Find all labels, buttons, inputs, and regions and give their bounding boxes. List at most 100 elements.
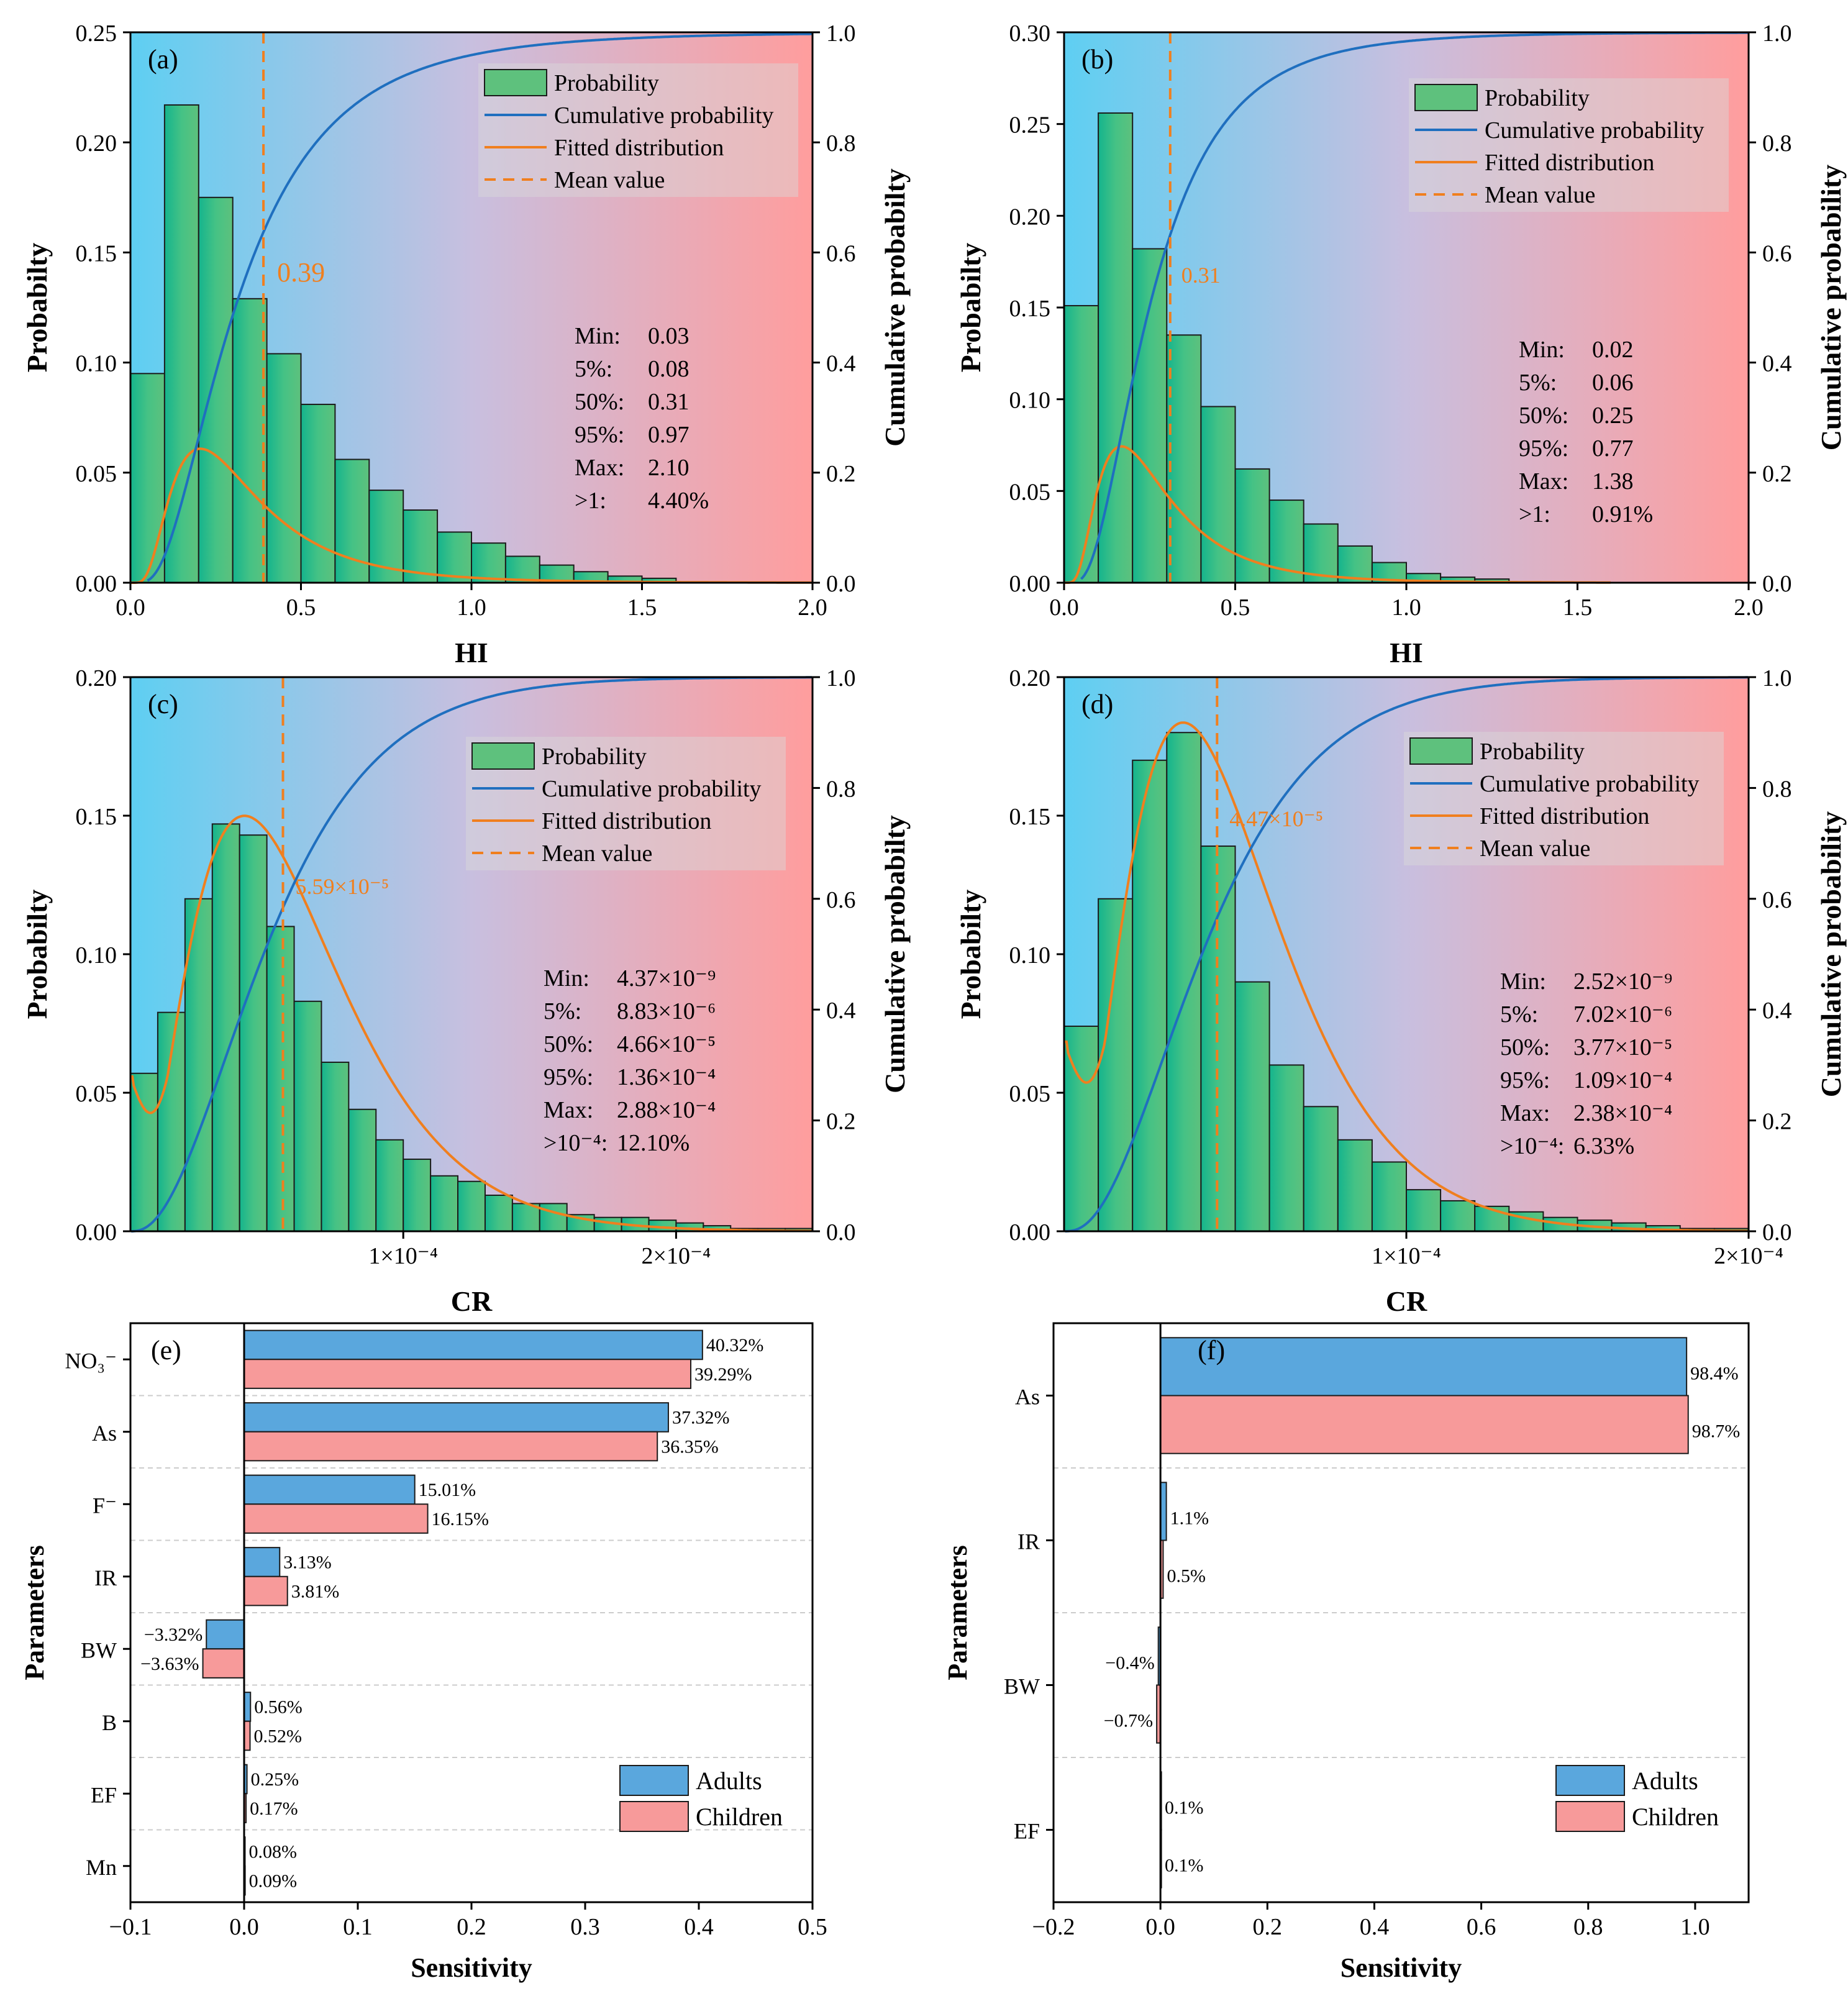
legend-label-mean: Mean value — [1480, 836, 1590, 862]
stat-value: 1.09×10⁻⁴ — [1573, 1067, 1672, 1093]
x-tick-label: 0.8 — [1573, 1914, 1603, 1940]
hist-panel-1: 0.39 0.00 0.05 0.10 0.15 0.20 0.25 0.0 0.2 0.4 0.6… — [21, 21, 911, 668]
legend-swatch-probability — [1414, 84, 1478, 111]
histogram-bar — [539, 1203, 568, 1233]
category-label: IR — [94, 1565, 117, 1590]
y-tick-label: 0.00 — [76, 1219, 117, 1246]
legend-label-mean: Mean value — [1485, 182, 1595, 208]
histogram-bar — [1337, 1139, 1373, 1232]
y2-tick-label: 1.0 — [826, 21, 856, 47]
y-tick-label: 0.00 — [76, 571, 117, 597]
legend: Probability Cumulative probability Fitted … — [466, 737, 786, 870]
children-bar — [1160, 1395, 1689, 1454]
histogram-bar — [1234, 981, 1270, 1232]
category-label: IR — [1017, 1529, 1040, 1554]
children-bar — [244, 1431, 658, 1462]
y-tick-label: 0.20 — [76, 130, 117, 157]
statistics-block: Min: 0.03 5%: 0.08 50%: 0.31 95%: 0.97 Max: 2.10 >… — [575, 323, 709, 514]
legend-label-children: Children — [1632, 1803, 1719, 1831]
y2-tick-label: 1.0 — [1762, 665, 1792, 691]
bar-value-label: 0.1% — [1165, 1856, 1204, 1876]
histogram-bar — [1063, 305, 1099, 583]
stat-value: 0.25 — [1592, 403, 1634, 429]
stat-name: Max: — [1519, 468, 1568, 494]
legend-label-fitted: Fitted distribution — [542, 808, 711, 834]
y-tick-label: 0.05 — [76, 461, 117, 487]
x-tick-label: 2.0 — [798, 595, 827, 621]
legend-label-adults: Adults — [696, 1767, 762, 1795]
legend: Probability Cumulative probability Fitted … — [1409, 78, 1729, 212]
plot-frame — [1052, 1322, 1750, 1903]
legend-swatch-adults — [1555, 1765, 1625, 1796]
bar-value-label: 98.4% — [1690, 1363, 1739, 1383]
stat-value: 0.91% — [1592, 501, 1653, 527]
y2-tick-label: 0.8 — [1762, 130, 1792, 157]
legend-swatch-adults — [619, 1765, 689, 1796]
bar-value-label: 0.25% — [251, 1769, 299, 1790]
x-tick-label: 0.0 — [1145, 1914, 1175, 1940]
adults-bar — [1160, 1337, 1688, 1397]
stat-value: 6.33% — [1573, 1133, 1634, 1159]
histogram-bar — [300, 403, 336, 583]
adults-bar — [206, 1619, 245, 1650]
histogram-bar — [1200, 406, 1236, 583]
stat-name: 5%: — [1519, 370, 1557, 396]
legend: Adults Children — [619, 1765, 783, 1832]
statistics-block: Min: 2.52×10⁻⁹ 5%: 7.02×10⁻⁶ 50%: 3.77×10⁻⁵ 95… — [1500, 968, 1672, 1159]
histogram-bar — [403, 1159, 432, 1233]
mean-value-label: 0.39 — [277, 257, 325, 288]
stat-name: Max: — [1500, 1100, 1550, 1126]
x-axis-title: Sensitivity — [1340, 1953, 1462, 1983]
statistics-block: Min: 4.37×10⁻⁹ 5%: 8.83×10⁻⁶ 50%: 4.66×10⁻⁵ 95… — [544, 965, 716, 1156]
y2-axis-title: Cumulative probability — [1815, 165, 1847, 451]
histogram-bar — [457, 1180, 486, 1232]
x-tick-label: 1.0 — [1391, 595, 1421, 621]
stat-value: 0.77 — [1592, 435, 1634, 462]
stat-name: 5%: — [544, 998, 581, 1024]
legend-label-probability: Probability — [1480, 739, 1585, 765]
children-bar — [202, 1648, 245, 1679]
stat-value: 2.88×10⁻⁴ — [617, 1097, 716, 1123]
y2-tick-label: 0.4 — [1762, 998, 1792, 1024]
y-tick-label: 0.15 — [1009, 296, 1051, 322]
histogram-bar — [484, 1195, 513, 1233]
x-tick-label: 0.0 — [1049, 595, 1079, 621]
y-tick-label: 0.00 — [1009, 571, 1051, 597]
stat-value: 4.37×10⁻⁹ — [617, 965, 716, 991]
histogram-bar — [1268, 1064, 1304, 1233]
bar-value-label: 0.1% — [1165, 1797, 1204, 1818]
fitted-distribution-curve — [1065, 721, 1748, 1233]
stat-value: 0.31 — [648, 389, 690, 415]
mean-value-label: 4.47×10⁻⁵ — [1229, 806, 1323, 831]
stat-value: 1.38 — [1592, 468, 1634, 494]
legend-label-probability: Probability — [1485, 85, 1590, 111]
category-label: Mn — [86, 1855, 117, 1880]
y2-tick-label: 0.4 — [826, 998, 856, 1024]
sensitivity-panel-1: 40.32% 39.29% NO₃⁻ 37.32% 36.35% As 15.01% 16.1… — [19, 1322, 827, 1983]
mean-value-label: 5.59×10⁻⁵ — [296, 874, 389, 899]
y2-tick-label: 0.4 — [826, 351, 856, 377]
x-tick-label: 1.0 — [1680, 1914, 1710, 1940]
legend-label-probability: Probability — [554, 70, 659, 96]
category-label: F⁻ — [93, 1493, 117, 1518]
y-tick-label: 0.15 — [76, 240, 117, 267]
histogram-bar — [232, 298, 268, 583]
y2-tick-label: 0.2 — [826, 1109, 856, 1135]
stat-value: 0.02 — [1592, 337, 1634, 363]
legend-swatch-probability — [1409, 737, 1473, 765]
histogram-bar — [1166, 732, 1202, 1232]
stat-name: Min: — [1519, 337, 1565, 363]
panel-label: (d) — [1081, 689, 1113, 719]
x-tick-label: 1×10⁻⁴ — [368, 1243, 438, 1269]
bar-value-label: 98.7% — [1692, 1421, 1741, 1442]
x-tick-label: 0.0 — [229, 1914, 259, 1940]
histogram-bar — [1098, 898, 1134, 1233]
y2-tick-label: 0.2 — [1762, 1109, 1792, 1135]
y-axis-title: Probabilty — [955, 243, 986, 373]
histogram-bar — [266, 353, 302, 583]
stat-name: 95%: — [1500, 1067, 1550, 1093]
x-tick-label: 2×10⁻⁴ — [642, 1243, 711, 1269]
x-tick-label: 1.5 — [627, 595, 657, 621]
y-tick-label: 0.25 — [76, 21, 117, 47]
